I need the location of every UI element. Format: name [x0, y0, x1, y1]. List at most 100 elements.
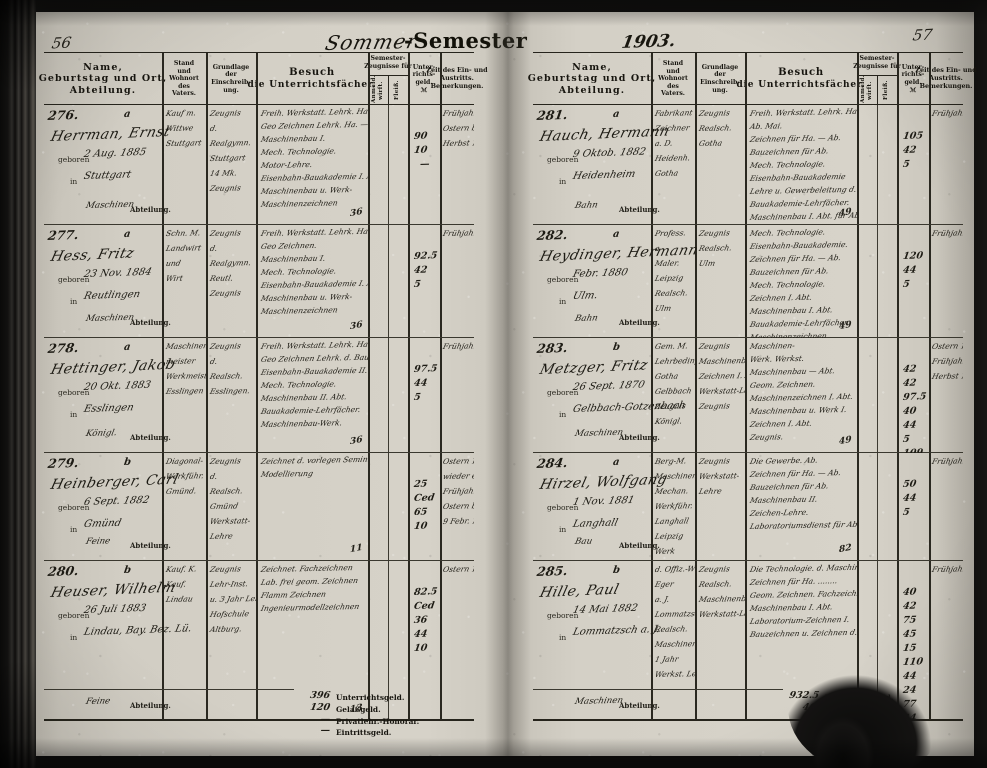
cell-besuch: Freih. Werkstatt. Lehrk. Ha. Geo Zeichnen… — [260, 106, 368, 220]
subject-count: 36 — [349, 319, 363, 333]
footer-value: 46. — [801, 701, 821, 713]
cell-fee: 97.5 44 5 — [413, 363, 439, 403]
page-number-right: 57 — [911, 25, 934, 45]
footer-rule-left — [44, 688, 294, 690]
cell-remarks: Frühjahr 1903. — [931, 108, 963, 118]
col-header-remarks: Zeit des Ein- und Austritts. Bemerkungen… — [426, 66, 488, 90]
subject-count: 49 — [838, 434, 852, 448]
footer-label: Unterrichtsgeld. — [825, 693, 894, 702]
cell-name: 281. a Hauch, Hermann geboren 9 Oktob. 1882 i… — [535, 106, 672, 214]
column-rule — [929, 53, 931, 721]
cell-father: Gem. M. Lehrbeding. Gotha Gelbbach Zeugnis Kö… — [654, 341, 695, 426]
col-header-zeugnisse-subcols: Anmeld. wirft. Fleiß. — [857, 75, 897, 106]
footer-summary-right: 932.5 46. 24. — Unterrichtsgeld. Gelaßge… — [533, 690, 963, 742]
footer-value: 24. — [801, 713, 821, 725]
col-header-remarks: Zeit des Ein- und Austritts. Bemerkungen… — [915, 66, 977, 90]
footer-summary-left: 396 120 — — Unterrichtsgeld. Gelaßgeld. … — [44, 690, 474, 742]
col-header-besuch: Besuch die Unterrichtsfächer. — [736, 67, 866, 90]
cell-basis: Zeugnis Realsch. Ulm — [698, 228, 733, 268]
subject-count: 36 — [349, 434, 363, 448]
cell-basis: Zeugnis d. Realsch. Gmünd Werkstatt- Lehre — [209, 456, 252, 541]
cell-besuch: Mech. Technologie. Eisenbahn-Bauakademie.… — [749, 227, 852, 338]
footer-value: 932.5 — [788, 690, 821, 701]
cell-remarks: Frühjahr.Ostern bis dahinHerbst 1903. — [442, 108, 474, 148]
cell-name: 278. a Hettinger, Jakob geboren 20 Okt. 1883… — [46, 339, 178, 442]
ledger-row[interactable] — [44, 453, 474, 561]
column-rule — [745, 53, 747, 721]
ledger-row[interactable] — [533, 338, 963, 453]
cell-fee: 105 42 5 — [902, 130, 924, 170]
cell-fee: 25 Ced 65 10 — [413, 478, 436, 532]
footer-value: — — [808, 725, 821, 737]
column-rule — [256, 53, 258, 721]
ledger-row[interactable] — [533, 561, 963, 721]
column-rule — [162, 53, 164, 721]
footer-label: Unterrichtsgeld. — [336, 693, 405, 702]
ledger-row[interactable] — [44, 105, 474, 225]
table-header-right: Name, Geburtstag und Ort, Abteilung. Sta… — [527, 53, 977, 106]
column-rule — [368, 53, 370, 721]
cell-basis: Zeugnis d. Realsch. Esslingen. — [209, 341, 251, 396]
cell-father: Kauf m. Wittwe Stuttgart — [165, 108, 203, 148]
cell-father: Diagonal- Werkführ. Gmünd. — [165, 456, 205, 496]
cell-name: 280. b Heuser, Wilhelm geboren 26 Juli 1883 i… — [46, 562, 193, 710]
cell-fee: 50 44 5 — [902, 478, 918, 518]
cell-name: 277. a Hess, Fritz geboren 23 Nov. 1884 in Reu… — [46, 226, 171, 327]
column-rule — [695, 53, 697, 721]
cell-basis: Zeugnis Realsch. Gotha — [698, 108, 733, 148]
column-rule — [408, 53, 410, 721]
footer-value: 396 — [309, 690, 332, 701]
cell-besuch: Die Gewerbe. Ab. Zeichnen für Ha. — Ab. Ba… — [749, 455, 857, 556]
ledger-row[interactable] — [44, 225, 474, 338]
column-rule — [206, 53, 208, 721]
footer-labels-left: Unterrichtsgeld. Gelaßgeld. Privatlehr.-… — [336, 692, 419, 739]
col-header-name: Name, Geburtstag und Ort, Abteilung. — [527, 61, 657, 96]
col-header-basis: Grundlage der Einschreib- ung. — [700, 63, 740, 94]
col-header-zeugnisse-sub-2: Fleiß. — [876, 76, 897, 106]
page-number-left: 56 — [50, 33, 73, 53]
cell-fee: 92.5 42 5 — [413, 250, 439, 290]
cell-father: Fabrikant Zeichner a. D. Heidenh. Gotha — [654, 108, 694, 178]
column-rule — [387, 105, 389, 721]
col-header-basis: Grundlage der Einschreib- ung. — [211, 63, 251, 94]
footer-label: Privatlehr.-Honorar. — [825, 716, 909, 726]
cell-remarks: Ostern 1902. wieder eingetr. Frühjahr. Oste… — [442, 455, 474, 526]
cell-name: 282. a Heydinger, Hermann geboren Febr. 1880… — [535, 226, 700, 327]
ledger-table-right: Name, Geburtstag und Ort, Abteilung. Sta… — [527, 52, 977, 721]
subject-count: 11 — [349, 542, 363, 556]
cell-basis: Zeugnis Werkstatt- Lehre — [698, 456, 741, 496]
cell-basis: Zeugnis d. Realgymn. Reutl. Zeugnis — [209, 228, 252, 298]
ledger-row[interactable] — [44, 338, 474, 453]
footer-value: — — [319, 725, 332, 737]
cell-name: 283. b Metzger, Fritz geboren 26 Sept. 1870 i… — [535, 339, 687, 442]
cell-name: 276. a Herrman, Ernst geboren 2 Aug. 1885 in S… — [46, 106, 173, 214]
col-header-zeugnisse-sub-1: Anmeld. wirft. — [370, 75, 384, 103]
column-rule — [440, 53, 442, 721]
right-page: 57 Name, Geburtstag und Ort, Abteilung. … — [519, 12, 977, 756]
ledger-row[interactable] — [533, 225, 963, 338]
footer-value: — — [319, 713, 332, 725]
cell-father: Profess. a Maler. Leipzig Realsch. Ulm — [654, 228, 689, 313]
ledger-row[interactable] — [533, 453, 963, 561]
cell-father: Schn. M. Landwirt und Wirt — [165, 228, 203, 283]
col-header-father: Stand und Wohnort des Vaters. — [658, 60, 688, 98]
footer-values-right: 932.5 46. 24. — — [788, 690, 821, 737]
ledger-row[interactable] — [44, 561, 474, 721]
column-rule — [857, 53, 859, 721]
footer-label: Privatlehr.-Honorar. — [336, 716, 420, 726]
column-rule — [897, 53, 899, 721]
table-header-left: Name, Geburtstag und Ort, Abteilung. Sta… — [39, 53, 488, 106]
footer-value: 120 — [309, 701, 332, 713]
cell-father: Maschinen-meister Werkmeister Esslingen — [165, 341, 206, 396]
col-header-zeugnisse: Semester- Zeugnisse für — [853, 55, 901, 70]
subject-count: 36 — [349, 206, 363, 220]
left-page: 56 Name, Geburtstag und Ort, Abteilung. … — [30, 12, 488, 756]
ledger-row[interactable] — [533, 105, 963, 225]
col-header-zeugnisse-sub-2: Fleiß. — [387, 76, 408, 106]
cell-besuch: Zeichnet d. vorlegen Semin. Modellierung 1… — [260, 454, 368, 556]
col-header-besuch: Besuch die Unterrichtsfächer. — [247, 67, 377, 90]
subject-count: 82 — [838, 542, 852, 556]
